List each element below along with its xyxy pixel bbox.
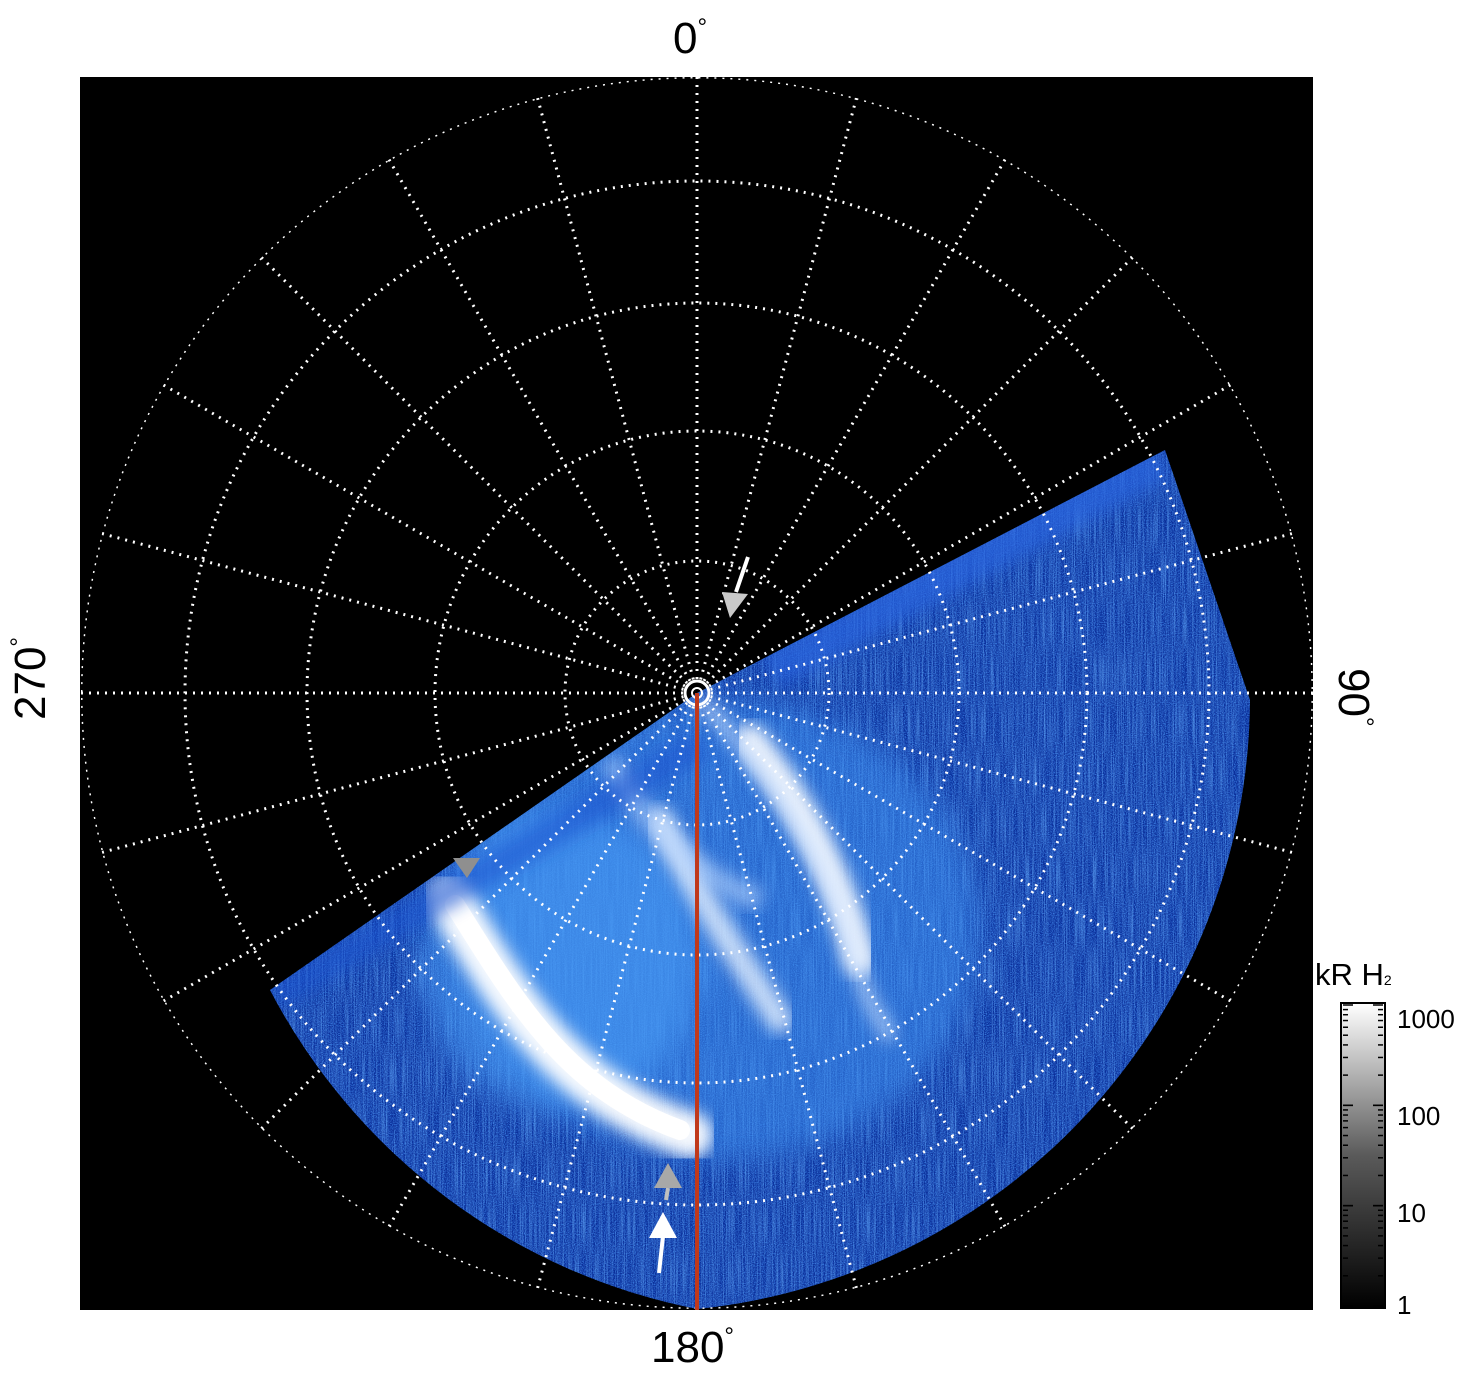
colorbar-tick-marks: [1343, 1004, 1383, 1307]
colorbar-title-subscript: 2: [1383, 972, 1392, 988]
colorbar-title: kR H2: [1315, 957, 1392, 993]
degree-symbol: °: [6, 636, 33, 647]
colorbar: [1340, 1002, 1386, 1309]
orientation-label-left-value: 270: [6, 646, 55, 720]
arrow-near-pole: [722, 556, 750, 618]
polar-grid: [81, 77, 1313, 1309]
grid-circle: [563, 559, 831, 827]
orientation-label-bottom-value: 180: [651, 1323, 725, 1372]
orientation-label-left: 270°: [6, 637, 56, 720]
orientation-label-top: 0°: [673, 14, 707, 64]
degree-symbol: °: [1351, 716, 1378, 727]
orientation-label-right-value: 90: [1329, 668, 1378, 717]
arrow-lower: [649, 1212, 677, 1274]
colorbar-title-text: kR H: [1315, 957, 1384, 992]
arrowhead-lower: [654, 1163, 682, 1201]
colorbar-tick-label: 1: [1397, 1290, 1412, 1320]
degree-symbol: °: [697, 14, 708, 41]
colorbar-tick-label: 1000: [1397, 1004, 1455, 1034]
orientation-label-right: 90°: [1328, 668, 1378, 727]
colorbar-tick-label: 100: [1397, 1101, 1441, 1131]
degree-symbol: °: [724, 1323, 735, 1350]
arrowhead-dawn-edge: [453, 858, 480, 878]
orientation-label-top-value: 0: [673, 14, 698, 63]
colorbar-tick-label: 10: [1397, 1198, 1426, 1228]
orientation-label-bottom: 180°: [651, 1323, 734, 1373]
